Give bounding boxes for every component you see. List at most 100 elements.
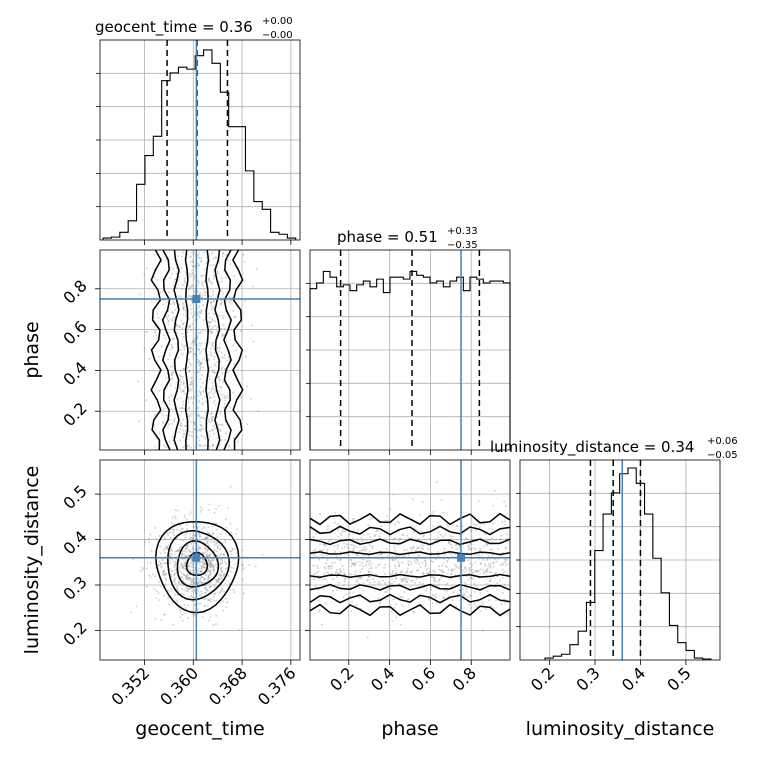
dens-lumdist-geocent-point: [204, 547, 207, 550]
dens-lumdist-phase-point: [443, 547, 446, 550]
dens-lumdist-geocent-point: [186, 531, 189, 534]
dens-lumdist-phase-point: [389, 508, 392, 511]
dens-lumdist-geocent-point: [241, 578, 244, 581]
dens-lumdist-phase-frame: [309, 459, 511, 661]
dens-lumdist-geocent-point: [213, 583, 216, 586]
dens-lumdist-geocent-point: [197, 546, 200, 549]
dens-lumdist-phase-point: [352, 591, 355, 594]
dens-phase-geocent-point: [204, 294, 207, 297]
dens-phase-geocent-point: [218, 349, 221, 352]
dens-lumdist-geocent-point: [193, 596, 196, 599]
dens-lumdist-phase-point: [432, 525, 435, 528]
dens-lumdist-geocent-point: [149, 576, 152, 579]
dens-lumdist-phase-point: [387, 519, 390, 522]
dens-lumdist-phase-point: [312, 550, 315, 553]
dens-phase-geocent-point: [206, 387, 209, 390]
dens-lumdist-geocent-point: [154, 566, 157, 569]
dens-lumdist-phase-point: [407, 563, 410, 566]
dens-lumdist-geocent-point: [206, 541, 209, 544]
dens-lumdist-phase-point: [315, 571, 318, 574]
dens-phase-geocent-point: [190, 389, 193, 391]
dens-phase-geocent-point: [182, 436, 185, 438]
dens-lumdist-phase-point: [450, 552, 453, 555]
dens-lumdist-geocent-point: [206, 537, 209, 540]
dens-phase-geocent-point: [214, 427, 217, 430]
hist-luminosity-distance-panel: 0.2 0.3 0.4 0.5: [516, 459, 721, 695]
dens-phase-geocent-point: [137, 380, 140, 383]
dens-lumdist-phase-point: [473, 538, 476, 541]
dens-phase-geocent-point: [175, 331, 178, 334]
dens-lumdist-phase-point: [448, 541, 451, 544]
dens-phase-geocent-point: [200, 424, 203, 427]
dens-phase-geocent-point: [155, 279, 158, 281]
dens-lumdist-geocent-point: [200, 569, 203, 572]
dens-lumdist-geocent-point: [198, 580, 201, 583]
dens-lumdist-geocent-point: [212, 599, 215, 602]
dens-lumdist-phase-point: [406, 569, 409, 572]
dens-lumdist-geocent-point: [207, 558, 210, 561]
dens-lumdist-geocent-point: [178, 550, 181, 553]
dens-phase-geocent-point: [189, 347, 192, 350]
dens-phase-geocent-point: [199, 417, 202, 420]
dens-lumdist-geocent-point: [196, 608, 199, 611]
dens-lumdist-phase-point: [335, 571, 338, 574]
dens-lumdist-phase-point: [500, 603, 503, 606]
dens-lumdist-phase-point: [433, 571, 436, 574]
dens-phase-geocent-point: [222, 336, 224, 339]
dens-lumdist-geocent-point: [233, 591, 236, 594]
dens-lumdist-phase-point: [471, 568, 474, 571]
dens-lumdist-geocent-point: [163, 569, 166, 572]
dens-phase-geocent-point: [175, 286, 178, 289]
dens-lumdist-geocent-point: [221, 589, 223, 592]
dens-lumdist-phase-point: [314, 548, 317, 551]
dens-lumdist-phase-point: [432, 579, 435, 582]
dens-lumdist-phase-point: [406, 580, 409, 583]
dens-lumdist-phase-point: [489, 580, 491, 582]
dens-lumdist-geocent-point: [223, 590, 226, 593]
dens-lumdist-geocent-point: [209, 552, 212, 555]
dens-lumdist-phase-point: [312, 578, 315, 581]
dens-lumdist-geocent-point: [173, 577, 176, 580]
dens-lumdist-phase-point: [401, 561, 404, 564]
dens-phase-geocent-point: [189, 326, 192, 329]
dens-lumdist-phase-point: [326, 558, 329, 561]
dens-lumdist-geocent-point: [194, 582, 196, 584]
dens-lumdist-phase-point: [336, 568, 339, 571]
dens-phase-geocent-point: [225, 299, 228, 302]
dens-lumdist-geocent-point: [186, 574, 189, 577]
dens-lumdist-geocent-point: [198, 547, 201, 550]
dens-lumdist-geocent-contour-2: [167, 530, 231, 601]
dens-lumdist-geocent-point: [147, 537, 150, 540]
dens-lumdist-geocent-point: [217, 573, 219, 576]
dens-phase-geocent-point: [190, 396, 192, 398]
dens-lumdist-geocent-point: [188, 576, 191, 579]
dens-lumdist-geocent-point: [185, 590, 188, 593]
dens-phase-geocent-point: [226, 397, 229, 400]
dens-phase-geocent-point: [210, 412, 213, 415]
dens-phase-geocent-point: [216, 270, 219, 273]
dens-phase-geocent-point: [179, 326, 182, 329]
dens-lumdist-phase-point: [454, 573, 457, 576]
dens-phase-geocent-point: [171, 337, 174, 340]
dens-lumdist-geocent-point: [170, 522, 173, 524]
dens-lumdist-phase-point: [424, 565, 426, 568]
dens-lumdist-geocent-point: [204, 588, 207, 591]
dens-lumdist-phase-point: [483, 545, 486, 548]
dens-lumdist-geocent-point: [220, 575, 223, 578]
dens-lumdist-geocent-point: [218, 544, 221, 547]
dens-lumdist-geocent-point: [170, 573, 173, 576]
dens-lumdist-geocent-point: [228, 582, 231, 585]
dens-lumdist-geocent-point: [206, 540, 209, 543]
dens-lumdist-phase-point: [438, 568, 441, 571]
dens-lumdist-geocent-point: [168, 532, 171, 534]
dens-lumdist-geocent-point: [199, 506, 202, 509]
dens-phase-geocent-point: [201, 397, 204, 400]
dens-lumdist-geocent-point: [198, 602, 201, 605]
dens-phase-geocent-point: [191, 340, 194, 342]
dens-lumdist-phase-point: [504, 520, 506, 523]
dens-lumdist-phase-point: [393, 544, 396, 547]
dens-lumdist-geocent-point: [192, 569, 195, 572]
dens-lumdist-geocent-point: [174, 515, 177, 518]
dens-lumdist-phase-point: [401, 604, 404, 607]
dens-lumdist-phase-point: [471, 538, 474, 541]
